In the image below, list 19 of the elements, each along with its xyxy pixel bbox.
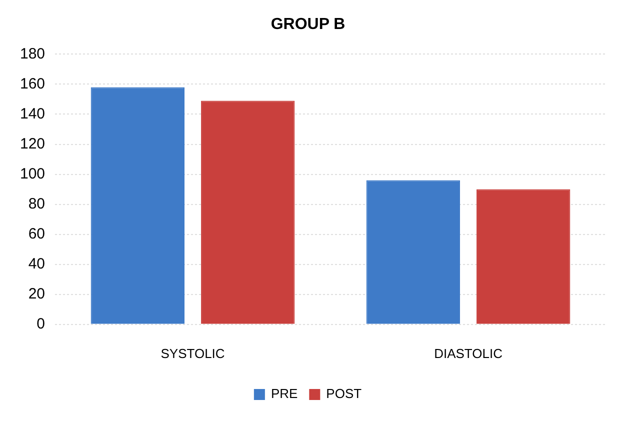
- bar: [476, 189, 570, 324]
- legend-label: PRE: [270, 386, 298, 402]
- bar: [90, 87, 185, 324]
- y-tick-label: 120: [20, 135, 46, 152]
- y-tick-label: 180: [20, 45, 46, 62]
- y-tick-label: 160: [20, 75, 46, 92]
- y-tick-label: 20: [28, 286, 46, 303]
- bar: [366, 180, 460, 324]
- legend-label: POST: [326, 386, 362, 402]
- chart-title: GROUP B: [270, 16, 346, 34]
- x-tick-label: SYSTOLIC: [160, 346, 225, 361]
- y-tick-label: 140: [20, 105, 46, 122]
- bar: [201, 100, 295, 324]
- y-tick-label: 40: [28, 255, 46, 272]
- y-tick-label: 60: [28, 225, 46, 242]
- y-tick-label: 0: [36, 316, 46, 333]
- x-tick-label: DIASTOLIC: [434, 346, 502, 361]
- y-tick-label: 80: [28, 195, 46, 212]
- y-tick-label: 100: [20, 165, 46, 182]
